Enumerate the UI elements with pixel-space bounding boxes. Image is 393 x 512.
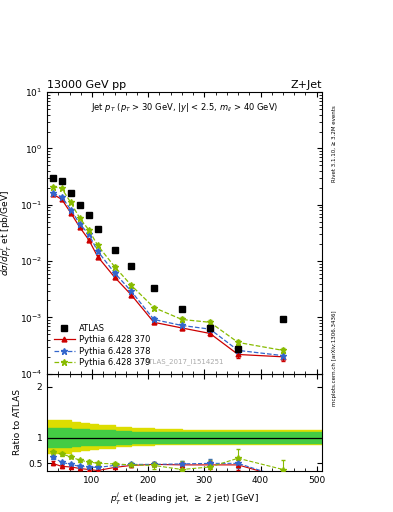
Legend: ATLAS, Pythia 6.428 370, Pythia 6.428 378, Pythia 6.428 379: ATLAS, Pythia 6.428 370, Pythia 6.428 37… — [51, 321, 153, 370]
Text: Jet $p_T$ ($p_T$ > 30 GeV, $|y|$ < 2.5, $m_{ll}$ > 40 GeV): Jet $p_T$ ($p_T$ > 30 GeV, $|y|$ < 2.5, … — [91, 100, 278, 114]
Text: ATLAS_2017_I1514251: ATLAS_2017_I1514251 — [145, 358, 224, 366]
Text: Z+Jet: Z+Jet — [291, 80, 322, 90]
Y-axis label: Ratio to ATLAS: Ratio to ATLAS — [13, 390, 22, 455]
Text: Rivet 3.1.10, ≥ 3.2M events: Rivet 3.1.10, ≥ 3.2M events — [332, 105, 337, 182]
Text: mcplots.cern.ch [arXiv:1306.3436]: mcplots.cern.ch [arXiv:1306.3436] — [332, 311, 337, 406]
X-axis label: $p^{j}_{T}$ et (leading jet, $\geq$ 2 jet) [GeV]: $p^{j}_{T}$ et (leading jet, $\geq$ 2 je… — [110, 490, 259, 507]
Text: 13000 GeV pp: 13000 GeV pp — [47, 80, 126, 90]
Y-axis label: $d\sigma/dp^{j}_{T}$ et [pb/GeV]: $d\sigma/dp^{j}_{T}$ et [pb/GeV] — [0, 190, 14, 276]
